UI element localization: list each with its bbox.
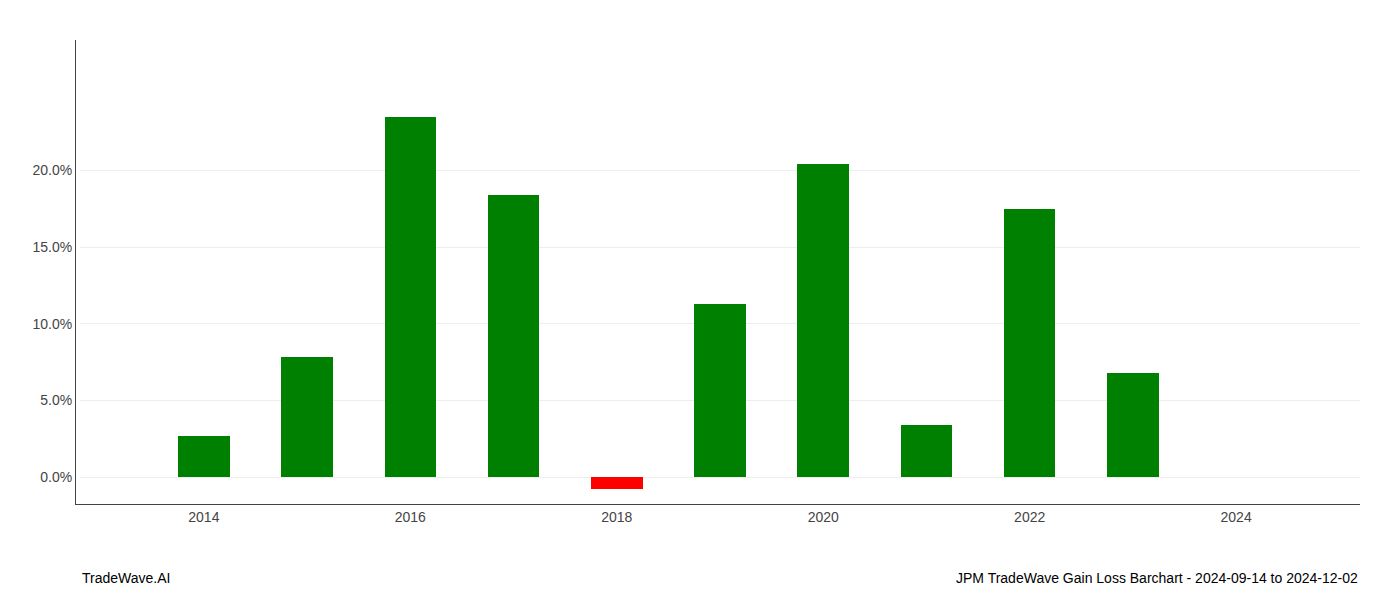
svg-text:5.0%: 5.0% [40,392,72,408]
svg-text:2014: 2014 [188,509,219,525]
svg-text:2022: 2022 [1014,509,1045,525]
svg-text:15.0%: 15.0% [32,239,72,255]
svg-text:2018: 2018 [601,509,632,525]
svg-text:TradeWave.AI: TradeWave.AI [82,570,170,586]
svg-text:2016: 2016 [395,509,426,525]
svg-text:2020: 2020 [808,509,839,525]
svg-text:0.0%: 0.0% [40,469,72,485]
svg-text:JPM TradeWave Gain Loss Barcha: JPM TradeWave Gain Loss Barchart - 2024-… [956,570,1358,586]
svg-text:2024: 2024 [1221,509,1252,525]
svg-text:10.0%: 10.0% [32,316,72,332]
svg-text:20.0%: 20.0% [32,162,72,178]
